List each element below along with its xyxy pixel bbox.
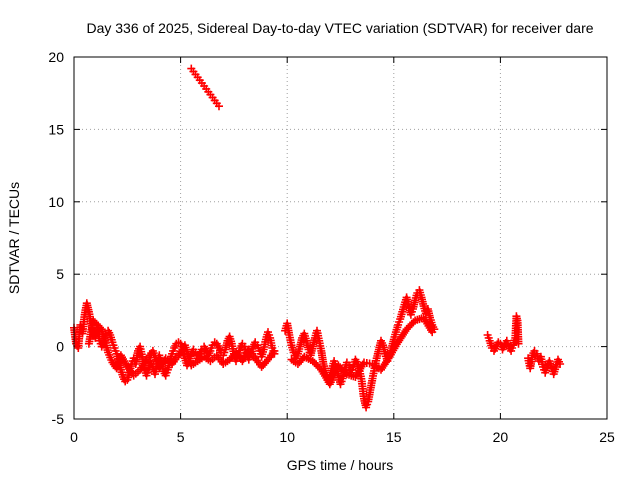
y-tick-label: -5 [52,411,65,427]
y-axis-label: SDTVAR / TECUs [6,182,22,294]
data-point [556,360,565,368]
x-tick-label: 25 [599,429,615,445]
x-tick-label: 15 [386,429,402,445]
x-tick-label: 10 [279,429,295,445]
data-point [270,346,279,355]
x-tick-label: 5 [177,429,185,445]
x-axis-label: GPS time / hours [287,457,394,473]
x-tick-label: 20 [493,429,509,445]
y-tick-label: 5 [56,266,64,282]
plot-frame [73,56,608,420]
data-point [428,328,437,337]
data-point [215,102,223,111]
x-tick-label: 0 [70,429,78,445]
y-tick-label: 15 [48,121,64,137]
data-point [514,339,523,348]
y-tick-labels: -5 0 5 10 15 20 [48,49,64,427]
data-points [70,64,565,412]
y-tick-label: 10 [48,194,64,210]
y-tick-label: 20 [48,49,64,65]
x-tick-labels: 0 5 10 15 20 25 [70,429,615,445]
chart-title: Day 336 of 2025, Sidereal Day-to-day VTE… [86,20,593,36]
y-tick-label: 0 [56,339,64,355]
